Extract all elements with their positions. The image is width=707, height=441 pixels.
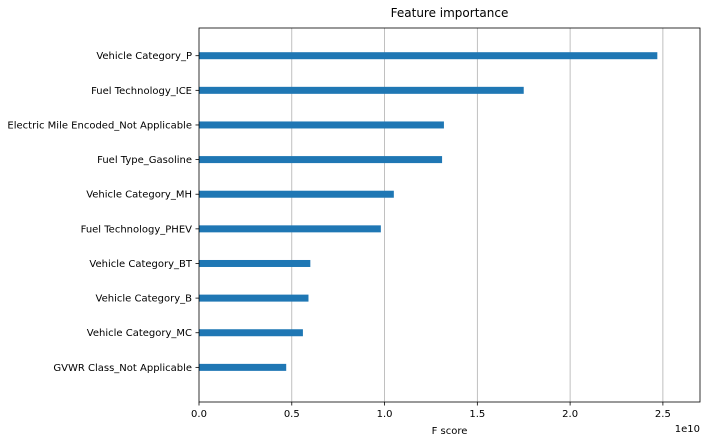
- y-tick-label: Fuel Type_Gasoline: [97, 155, 192, 166]
- x-tick-label: 2.5: [655, 409, 671, 420]
- bar: [199, 52, 658, 60]
- x-axis-label: F score: [432, 426, 468, 437]
- x-tick-label: 2.0: [562, 409, 578, 420]
- plot-area-frame: [198, 27, 701, 403]
- bar: [199, 121, 444, 129]
- bar: [199, 86, 524, 94]
- x-axis-ticks: 0.0 0.5 1.0 1.5 2.0 2.5: [191, 402, 671, 420]
- x-tick-label: 0.0: [191, 409, 207, 420]
- y-tick-label: Vehicle Category_B: [96, 294, 193, 305]
- bar: [199, 190, 394, 198]
- x-tick-label: 1.5: [469, 409, 485, 420]
- bars: [199, 52, 658, 371]
- bar: [199, 329, 303, 337]
- bar: [199, 156, 443, 164]
- y-tick-label: Fuel Technology_PHEV: [81, 224, 193, 235]
- bar: [199, 294, 309, 302]
- x-tick-label: 0.5: [284, 409, 300, 420]
- y-tick-label: Fuel Technology_ICE: [91, 86, 192, 97]
- y-tick-label: Vehicle Category_MH: [86, 190, 192, 201]
- bar: [199, 363, 287, 371]
- y-tick-label: Electric Mile Encoded_Not Applicable: [7, 120, 192, 131]
- bar: [199, 225, 381, 233]
- y-tick-label: GVWR Class_Not Applicable: [53, 363, 192, 374]
- y-tick-label: Vehicle Category_BT: [89, 259, 192, 270]
- bar: [199, 259, 311, 267]
- y-tick-label: Vehicle Category_MC: [87, 328, 192, 339]
- y-tick-label: Vehicle Category_P: [96, 51, 192, 62]
- x-tick-label: 1.0: [377, 409, 393, 420]
- chart-title: Feature importance: [391, 6, 509, 20]
- y-axis-ticks: Vehicle Category_P Fuel Technology_ICE Ele…: [7, 51, 199, 374]
- x-axis-scale-label: 1e10: [675, 424, 700, 435]
